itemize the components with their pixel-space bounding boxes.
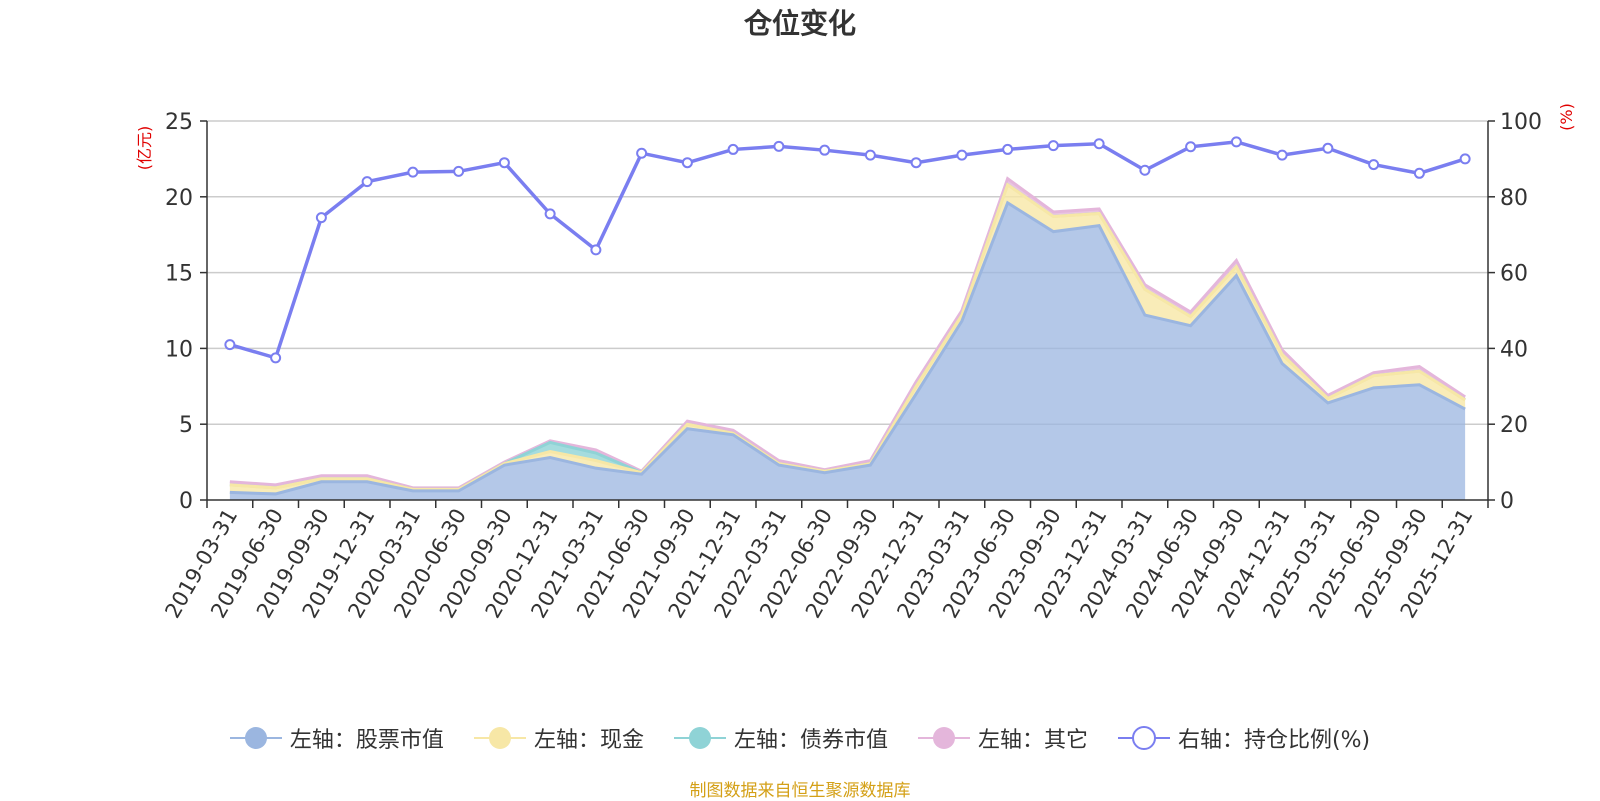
ratio-point: [727, 143, 739, 155]
filled-circle-icon: [917, 727, 970, 749]
y-right-tick-label: 20: [1500, 413, 1528, 438]
filled-circle-icon: [673, 727, 726, 749]
legend-item-other[interactable]: 左轴：其它: [917, 722, 1088, 754]
legend-label: 左轴：现金: [533, 728, 644, 753]
ratio-point: [1047, 140, 1059, 152]
ratio-point: [453, 165, 465, 177]
ratio-point: [1276, 149, 1288, 161]
y-right-tick-label: 60: [1500, 262, 1528, 287]
ratio-point: [1322, 142, 1334, 154]
y-left-tick-label: 5: [179, 413, 193, 438]
ratio-point: [1139, 164, 1151, 176]
ratio-point: [1459, 153, 1471, 165]
legend-item-stock[interactable]: 左轴：股票市值: [229, 722, 444, 754]
area-line-other: [229, 176, 1466, 490]
ratio-point: [498, 157, 510, 169]
ratio-line: [229, 140, 1466, 361]
y-left-tick-label: 0: [179, 489, 193, 514]
source-note: 制图数据来自恒生聚源数据库: [689, 781, 911, 801]
chart-title: 仓位变化: [743, 7, 856, 40]
area-line-stock: [229, 200, 1466, 496]
ratio-point: [1002, 143, 1014, 155]
legend-label: 左轴：其它: [977, 728, 1088, 753]
ratio-point: [1230, 136, 1242, 148]
legend-item-bond[interactable]: 左轴：债券市值: [673, 722, 888, 754]
hollow-circle-icon: [1117, 726, 1170, 750]
y-right-tick-label: 0: [1500, 489, 1514, 514]
ratio-point: [270, 352, 282, 364]
ratio-point: [1185, 141, 1197, 153]
ratio-point: [819, 144, 831, 156]
chart-legend: 左轴：股票市值 左轴：现金 左轴：债券市值 左轴：其它 右轴：持仓比例(%): [0, 722, 1600, 754]
ratio-point: [1368, 159, 1380, 171]
ratio-point: [224, 339, 236, 351]
y-right-tick-label: 100: [1500, 110, 1542, 135]
ratio-point: [773, 140, 785, 152]
legend-label: 左轴：股票市值: [289, 728, 444, 753]
y-left-tick-label: 15: [165, 262, 193, 287]
filled-circle-icon: [473, 727, 526, 749]
position-change-chart: 0510152025020406080100(亿元)(%)2019-03-312…: [135, 103, 1576, 622]
ratio-point: [315, 212, 327, 224]
y-left-tick-label: 20: [165, 186, 193, 211]
ratio-point: [681, 157, 693, 169]
y-left-tick-label: 10: [165, 337, 193, 362]
legend-item-ratio[interactable]: 右轴：持仓比例(%): [1117, 722, 1371, 754]
ratio-point: [910, 157, 922, 169]
ratio-point: [407, 166, 419, 178]
legend-item-cash[interactable]: 左轴：现金: [473, 722, 644, 754]
legend-label: 右轴：持仓比例(%): [1177, 728, 1371, 753]
y-left-tick-label: 25: [165, 110, 193, 135]
ratio-point: [544, 208, 556, 220]
legend-label: 左轴：债券市值: [733, 728, 888, 753]
y-right-tick-label: 80: [1500, 186, 1528, 211]
y-right-tick-label: 40: [1500, 337, 1528, 362]
area-stock: [229, 202, 1466, 500]
y-left-unit-label: (亿元): [135, 126, 154, 171]
ratio-point: [1093, 138, 1105, 150]
filled-circle-icon: [229, 727, 282, 749]
ratio-point: [590, 244, 602, 256]
ratio-point: [864, 149, 876, 161]
ratio-point: [1413, 167, 1425, 179]
ratio-point: [636, 147, 648, 159]
ratio-point: [956, 149, 968, 161]
y-right-unit-label: (%): [1557, 103, 1576, 131]
ratio-point: [361, 176, 373, 188]
